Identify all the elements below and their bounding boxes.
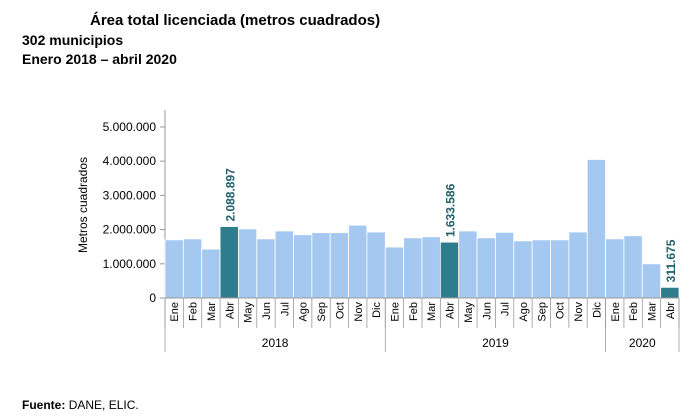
y-tick-label: 5.000.000 (103, 120, 157, 134)
bar (605, 238, 625, 299)
bar (660, 286, 680, 299)
x-tick-label: Oct (555, 302, 567, 319)
bar (421, 236, 441, 299)
data-label: 311.675 (664, 239, 678, 282)
x-tick-label: Oct (334, 302, 346, 319)
x-tick-label: May (243, 302, 255, 323)
bar (256, 238, 276, 299)
chart-subtitle-municipios: 302 municipios (22, 32, 124, 48)
bar (293, 234, 313, 299)
x-tick-label: Feb (188, 302, 200, 321)
x-tick-label: Dic (591, 302, 603, 318)
bar (366, 231, 386, 299)
x-tick-label: Ene (389, 302, 401, 322)
data-label: 1.633.586 (444, 183, 458, 237)
x-tick-label: Jun (261, 302, 273, 320)
y-tick-label: 1.000.000 (103, 257, 157, 271)
year-label: 2020 (629, 336, 656, 350)
source-label: Fuente: (22, 398, 66, 412)
x-tick-label: Nov (573, 302, 585, 322)
bar (439, 241, 460, 299)
x-tick-label: May (463, 302, 475, 323)
bar (403, 237, 423, 299)
x-tick-label: Jun (481, 302, 493, 320)
x-tick-label: Abr (445, 302, 457, 319)
bar (329, 232, 349, 299)
x-tick-label: Ene (610, 302, 622, 322)
y-tick-label: 2.000.000 (103, 223, 157, 237)
x-tick-label: Dic (371, 302, 383, 318)
bar (495, 231, 515, 299)
x-tick-label: Mar (426, 302, 438, 321)
x-tick-label: Mar (646, 302, 658, 321)
bar (623, 235, 643, 299)
x-tick-label: Abr (665, 302, 677, 319)
x-tick-label: Feb (628, 302, 640, 321)
bar (531, 239, 551, 299)
bar (164, 239, 184, 299)
y-tick-label: 0 (149, 291, 156, 305)
bar (476, 237, 496, 299)
x-tick-label: Mar (206, 302, 218, 321)
bar (182, 238, 203, 299)
bar (238, 228, 258, 299)
bar (219, 226, 239, 299)
chart-subtitle-period: Enero 2018 – abril 2020 (22, 51, 177, 67)
x-tick-label: Feb (408, 302, 420, 321)
x-tick-label: Nov (353, 302, 365, 322)
x-tick-label: Abr (224, 302, 236, 319)
source-text: DANE, ELIC. (68, 398, 139, 412)
bar (568, 231, 588, 299)
bar-chart: 0 1.000.000 2.000.000 3.000.000 4.000.000 5.0… (76, 110, 680, 352)
year-label: 2019 (482, 336, 509, 350)
y-tick-label: 4.000.000 (103, 154, 157, 168)
x-tick-label: Ene (169, 302, 181, 322)
bar (384, 246, 405, 299)
year-label: 2018 (262, 336, 289, 350)
y-axis-title: Metros cuadrados (76, 157, 90, 253)
bar (348, 224, 368, 299)
data-label: 2.088.897 (223, 168, 237, 222)
bar (513, 240, 533, 299)
x-tick-label: Ago (298, 302, 310, 322)
chart-title: Área total licenciada (metros cuadrados) (90, 12, 381, 29)
source-note: Fuente: DANE, ELIC. (22, 398, 139, 412)
bar (201, 248, 221, 299)
bar (550, 239, 570, 299)
bar (641, 263, 662, 299)
bar (458, 230, 478, 299)
y-tick-label: 3.000.000 (103, 188, 157, 202)
x-tick-label: Jul (279, 302, 291, 316)
x-tick-label: Jul (500, 302, 512, 316)
x-tick-label: Sep (536, 302, 548, 322)
x-tick-label: Sep (316, 302, 328, 322)
x-tick-label: Ago (518, 302, 530, 322)
bar (586, 159, 606, 299)
bar (311, 232, 331, 299)
bar (274, 230, 294, 299)
